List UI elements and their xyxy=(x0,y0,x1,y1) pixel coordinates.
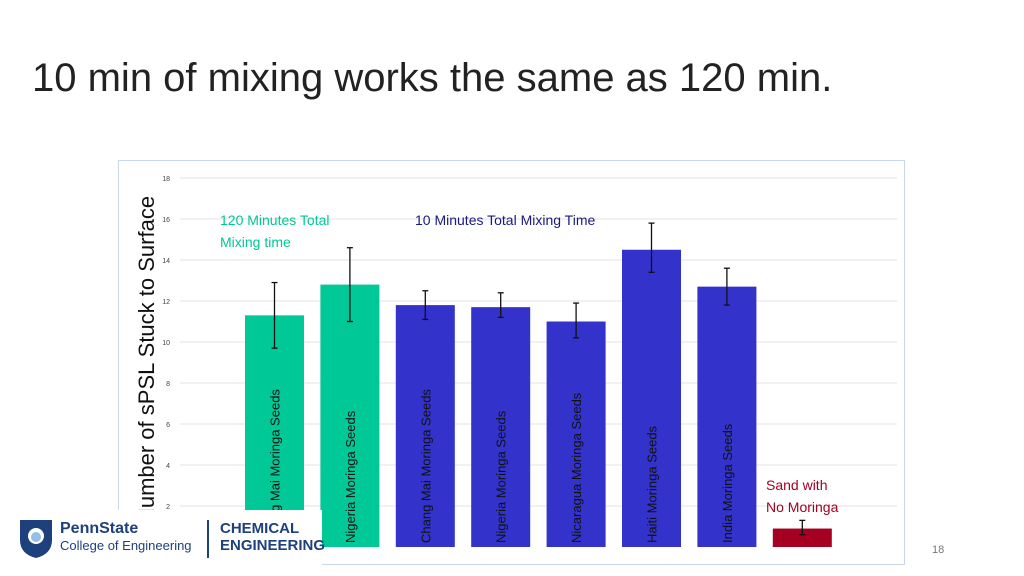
y-tick-label: 4 xyxy=(166,463,170,470)
bar-label: Chang Mai Moringa Seeds xyxy=(418,389,433,543)
y-tick-label: 8 xyxy=(166,381,170,388)
slide-title: 10 min of mixing works the same as 120 m… xyxy=(32,56,833,100)
annotation-10min: 10 Minutes Total Mixing Time xyxy=(415,212,595,228)
annotation-control: Sand with xyxy=(766,477,827,493)
bar xyxy=(471,307,531,547)
bar-label: Nicaragua Moringa Seeds xyxy=(569,392,584,543)
bar xyxy=(395,305,455,547)
dept-line1: CHEMICAL xyxy=(220,520,300,537)
annotation-120min: Mixing time xyxy=(220,234,291,250)
y-tick-label: 12 xyxy=(162,299,170,306)
logo-name: PennState xyxy=(60,520,139,537)
bar-label: India Moringa Seeds xyxy=(720,423,735,543)
dept-line2: ENGINEERING xyxy=(220,537,326,554)
bar xyxy=(546,321,606,547)
y-tick-label: 18 xyxy=(162,176,170,183)
bar-label: Nigeria Moringa Seeds xyxy=(343,410,358,543)
bar-label: Nigeria Moringa Seeds xyxy=(494,410,509,543)
annotation-control: No Moringa xyxy=(766,499,839,515)
pennstate-logo: PennState College of Engineering CHEMICA… xyxy=(0,510,326,576)
bar xyxy=(697,286,757,547)
y-tick-label: 10 xyxy=(162,340,170,347)
y-tick-label: 2 xyxy=(166,504,170,511)
shield-icon xyxy=(20,520,52,558)
y-axis-label: Number of sPSL Stuck to Surface xyxy=(134,196,159,524)
y-tick-label: 14 xyxy=(162,258,170,265)
chart-frame xyxy=(118,160,905,565)
bar xyxy=(320,284,380,547)
logo-sub: College of Engineering xyxy=(60,538,192,553)
y-tick-label: 16 xyxy=(162,217,170,224)
bar xyxy=(772,528,832,547)
bar xyxy=(622,249,681,547)
page-number: 18 xyxy=(932,544,945,556)
bar-label: Haiti Moringa Seeds xyxy=(645,425,660,543)
annotation-120min: 120 Minutes Total xyxy=(220,212,329,228)
y-tick-label: 6 xyxy=(166,422,170,429)
bar xyxy=(245,315,304,547)
bar-label: Chang Mai Moringa Seeds xyxy=(268,389,283,543)
